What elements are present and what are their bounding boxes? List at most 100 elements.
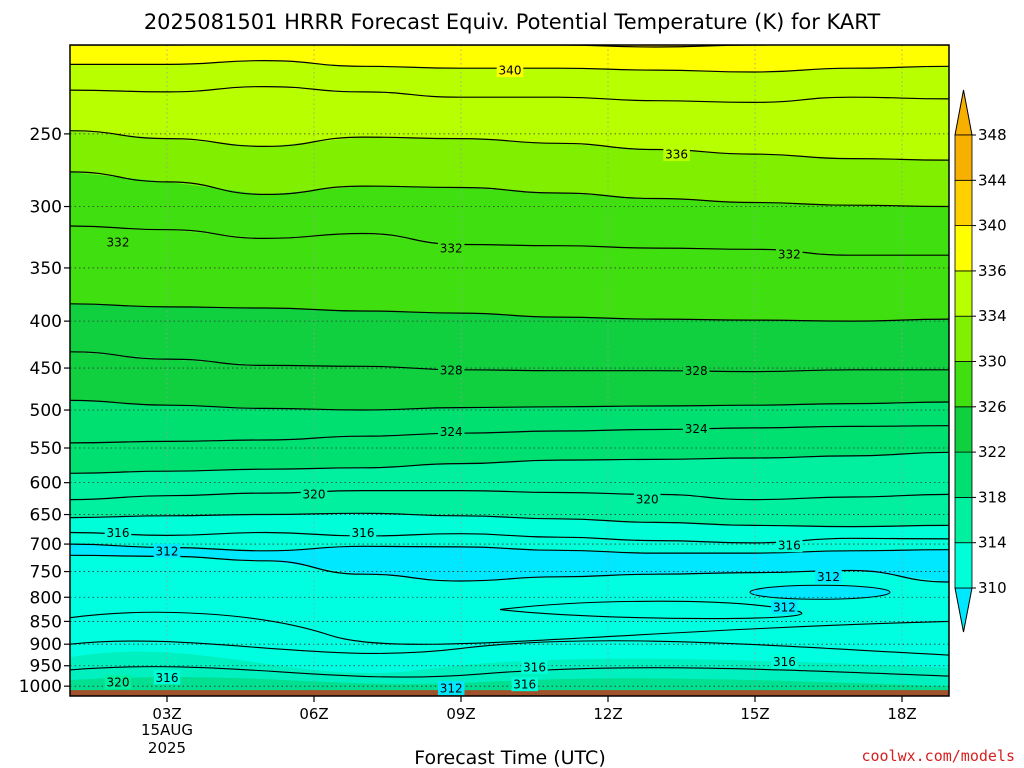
ytick-label-500: 500 xyxy=(30,401,62,421)
contour-312 xyxy=(70,554,949,583)
ytick-label-800: 800 xyxy=(30,588,62,608)
colorbar-label-322: 322 xyxy=(978,443,1007,461)
contour-322 xyxy=(70,451,949,474)
chart-title: 2025081501 HRRR Forecast Equiv. Potentia… xyxy=(144,10,881,34)
contour-label-bg-20 xyxy=(437,681,465,696)
ytick-label-600: 600 xyxy=(30,474,62,494)
contour-314 xyxy=(70,543,949,554)
band-338 xyxy=(70,60,949,103)
colorbar-label-314: 314 xyxy=(978,534,1007,552)
contour-336 xyxy=(70,130,949,161)
xtick-label-18Z: 18Z xyxy=(887,705,916,723)
watermark: coolwx.com/models xyxy=(861,747,1015,765)
contour-label-bg-6 xyxy=(682,363,710,378)
band-330 xyxy=(70,226,949,322)
ytick-label-750: 750 xyxy=(30,563,62,583)
colorbar-arrow-low xyxy=(954,587,973,633)
ytick-label-700: 700 xyxy=(30,535,62,555)
contour-label-18: 316 xyxy=(523,660,546,674)
contour-label-bg-17 xyxy=(771,654,798,669)
colorbar-label-348: 348 xyxy=(978,126,1007,144)
contour-label-15: 312 xyxy=(817,570,840,584)
contour-label-bg-4 xyxy=(776,247,803,262)
colorbar-label-334: 334 xyxy=(978,307,1007,325)
contour-328 xyxy=(70,351,949,373)
contour-label-bg-10 xyxy=(633,491,661,506)
contour-318 xyxy=(70,512,949,528)
colorbar-seg-310 xyxy=(954,542,973,589)
contour-314-low xyxy=(70,611,949,645)
ytick-label-850: 850 xyxy=(30,612,62,632)
contour-label-22: 316 xyxy=(156,671,179,685)
band-316 xyxy=(70,513,949,543)
contour-labels: 340 336 332 332 332 328 328 324 324 320 320 316 316 3… xyxy=(104,63,842,696)
colorbar-label-326: 326 xyxy=(978,398,1007,416)
contour-label-bg-12 xyxy=(349,525,377,540)
band-334 xyxy=(70,130,949,207)
ytick-label-950: 950 xyxy=(30,657,62,677)
color-bands xyxy=(70,45,949,696)
ytick-label-300: 300 xyxy=(30,198,62,218)
contour-label-bg-8 xyxy=(682,421,710,436)
colorbar-seg-340 xyxy=(954,179,973,227)
band-310-pocket xyxy=(749,584,891,600)
x-date-year: 2025 xyxy=(148,739,186,757)
contour-label-bg-7 xyxy=(437,424,465,439)
contour-label-bg-11 xyxy=(104,525,132,540)
x-axis-label: Forecast Time (UTC) xyxy=(414,747,605,768)
contour-label-3: 332 xyxy=(440,242,463,256)
ground-surface xyxy=(70,690,949,696)
ytick-label-400: 400 xyxy=(30,312,62,332)
contour-316-low xyxy=(70,640,949,656)
ytick-label-550: 550 xyxy=(30,439,62,459)
colorbar-seg-330 xyxy=(954,315,973,362)
contour-label-bg-14 xyxy=(153,543,181,558)
contour-label-1: 336 xyxy=(665,148,688,162)
ytick-label-650: 650 xyxy=(30,506,62,526)
contour-label-7: 324 xyxy=(440,425,463,439)
contour-label-21: 320 xyxy=(107,676,130,690)
contour-label-6: 328 xyxy=(685,364,708,378)
colorbar-seg-334 xyxy=(954,270,973,317)
contour-label-bg-16 xyxy=(771,600,798,615)
contour-label-bg-13 xyxy=(776,538,803,553)
contour-label-2: 332 xyxy=(107,236,130,250)
ytick-label-1000: 1000 xyxy=(19,677,62,697)
xtick-label-03Z: 03Z xyxy=(152,705,181,723)
contour-label-5: 328 xyxy=(440,363,463,377)
contour-label-11: 316 xyxy=(107,526,130,540)
colorbar-seg-336 xyxy=(954,225,973,272)
colorbar-label-340: 340 xyxy=(978,217,1007,235)
contour-label-bg-3 xyxy=(437,241,465,256)
contour-338 xyxy=(70,85,949,104)
colorbar-seg-314 xyxy=(954,496,973,544)
colorbar-label-330: 330 xyxy=(978,353,1007,371)
contour-label-bg-5 xyxy=(437,362,465,377)
contour-330 xyxy=(70,303,949,322)
colorbar-seg-344 xyxy=(954,134,973,181)
colorbar-seg-326 xyxy=(954,361,973,408)
colorbar-label-318: 318 xyxy=(978,488,1007,506)
contour-label-bg-1 xyxy=(663,147,690,162)
contour-label-bg-22 xyxy=(153,670,181,685)
colorbar-arrow-high xyxy=(954,89,973,136)
band-336 xyxy=(70,86,949,161)
x-axis: 03Z 06Z 09Z 12Z 15Z 18Z xyxy=(152,696,917,723)
xtick-label-09Z: 09Z xyxy=(446,705,475,723)
x-date-day: 15AUG xyxy=(141,721,193,739)
colorbar-seg-318 xyxy=(954,451,973,498)
contour-label-0: 340 xyxy=(499,64,522,78)
xtick-label-15Z: 15Z xyxy=(740,705,769,723)
band-324 xyxy=(70,400,949,443)
contour-318-low xyxy=(70,666,949,678)
plot-frame xyxy=(69,44,950,697)
contour-label-bg-21 xyxy=(104,675,132,690)
contour-label-9: 320 xyxy=(303,487,326,501)
contour-label-13: 316 xyxy=(778,539,801,553)
contour-label-10: 320 xyxy=(636,492,659,506)
contour-label-17: 316 xyxy=(773,655,796,669)
ytick-label-350: 350 xyxy=(30,259,62,279)
contour-label-bg-19 xyxy=(511,677,538,692)
colorbar: 310 314 318 322 326 330 334 336 340 344 348 xyxy=(954,89,1007,633)
